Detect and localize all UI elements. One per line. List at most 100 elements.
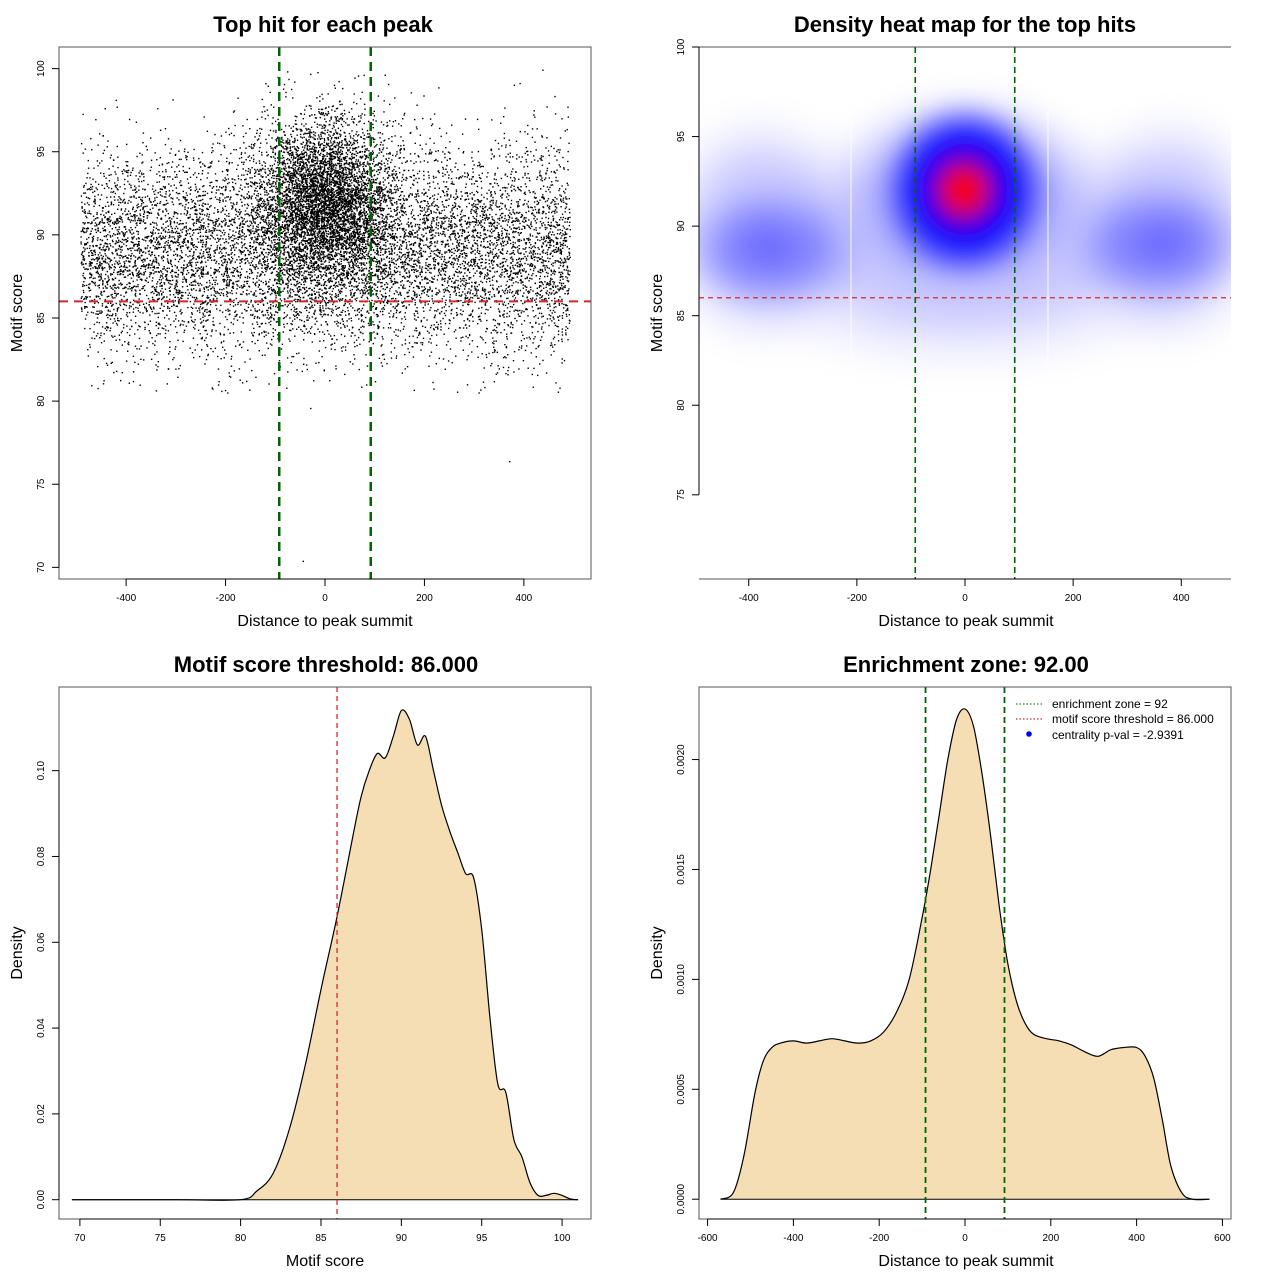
scatter-point [435,363,438,365]
scatter-point [551,184,554,186]
scatter-point [300,328,302,331]
scatter-point [160,298,163,301]
scatter-point [505,346,508,348]
scatter-point [208,231,210,233]
scatter-point [110,191,112,193]
scatter-point [483,228,485,230]
scatter-point [84,192,87,194]
scatter-point [205,300,207,302]
scatter-point [118,334,120,336]
scatter-point [202,190,204,193]
scatter-point [213,259,215,262]
scatter-point [159,276,162,278]
scatter-point [399,172,401,174]
scatter-point [549,205,551,208]
scatter-point [88,212,91,214]
scatter-point [507,369,509,372]
scatter-point [253,266,255,268]
scatter-point [465,295,467,297]
scatter-point [436,205,438,207]
scatter-point [415,198,417,201]
scatter-point [164,249,166,251]
scatter-point [552,286,554,289]
scatter-point [471,265,473,267]
scatter-point [273,373,276,375]
scatter-point [391,227,394,229]
scatter-point [417,270,419,272]
scatter-point [475,210,478,213]
scatter-point [329,147,331,149]
scatter-point [90,250,92,252]
scatter-point [384,226,386,228]
scatter-point [238,256,240,258]
scatter-point [105,329,108,331]
scatter-point [503,321,506,324]
scatter-point [264,229,266,232]
scatter-point [94,199,96,201]
scatter-point [242,317,244,319]
scatter-point [487,241,489,243]
scatter-point [168,162,170,164]
scatter-point [566,277,569,279]
scatter-point [123,266,126,268]
scatter-point [121,238,124,241]
scatter-point [193,303,195,305]
scatter-point [464,262,467,264]
scatter-point [546,167,549,170]
scatter-point [415,275,417,277]
scatter-point [338,118,340,120]
scatter-point [489,251,492,254]
scatter-point [423,178,425,181]
scatter-point [439,127,441,130]
scatter-point [196,344,199,346]
scatter-point [351,278,353,280]
scatter-point [474,205,476,207]
scatter-point [476,185,479,188]
scatter-point [315,362,317,364]
scatter-point [227,178,230,180]
scatter-point [493,340,495,342]
scatter-point [389,277,391,279]
scatter-point [217,142,219,144]
scatter-point [151,286,153,288]
scatter-point [298,223,301,225]
scatter-point [460,285,462,287]
scatter-point [477,208,479,210]
scatter-point [129,221,132,223]
scatter-point [319,309,321,311]
scatter-point [399,292,402,295]
scatter-point [427,295,430,297]
scatter-point [135,121,138,123]
scatter-point [344,168,346,170]
scatter-point [169,283,171,285]
scatter-point [277,311,279,314]
scatter-point [121,298,123,301]
scatter-point [84,248,86,250]
scatter-point [242,135,245,138]
scatter-point [260,288,262,290]
scatter-point [397,206,399,208]
scatter-point [561,315,564,317]
scatter-point [150,239,152,242]
scatter-point [525,158,527,161]
scatter-point [275,247,277,250]
scatter-point [127,171,129,174]
scatter-point [162,277,164,279]
scatter-point [202,326,204,328]
scatter-point [376,315,379,318]
scatter-point [328,272,330,274]
scatter-point [416,194,418,196]
scatter-point [458,147,460,150]
scatter-point [380,298,383,300]
scatter-point [153,267,156,269]
scatter-point [322,314,325,316]
scatter-point [455,162,457,164]
scatter-point [183,260,186,262]
scatter-point [562,233,564,235]
scatter-point [152,269,154,271]
scatter-point [450,196,452,198]
scatter-point [447,360,450,362]
scatter-point [482,381,485,383]
scatter-point [561,340,563,343]
scatter-point [198,188,201,190]
